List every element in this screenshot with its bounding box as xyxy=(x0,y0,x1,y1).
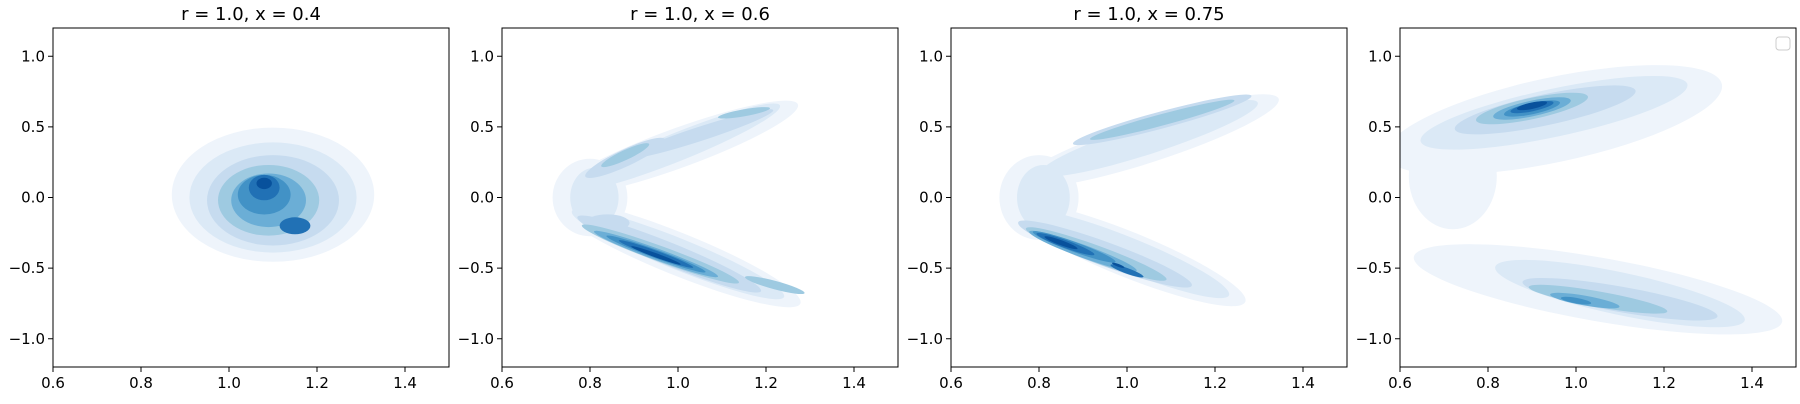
x-tick-label: 1.4 xyxy=(393,374,417,392)
x-tick-label: 1.0 xyxy=(1115,374,1139,392)
subplot-1: 0.6 0.8 1.0 1.2 1.4 −1.0 −0.5 0.0 0.5 1.0 r = 1.0,… xyxy=(9,4,450,392)
y-tick-label: −0.5 xyxy=(1356,259,1392,277)
y-tick-label: −1.0 xyxy=(907,330,943,348)
x-tick-label: 0.6 xyxy=(1388,374,1412,392)
y-tick-label: 0.0 xyxy=(1368,189,1392,207)
subplot-3: 0.6 0.8 1.0 1.2 1.4 −1.0 −0.5 0.0 0.5 1.0 r = 1.0,… xyxy=(907,4,1348,392)
subplot-title: r = 1.0, x = 0.4 xyxy=(181,4,321,25)
x-tick-label: 1.2 xyxy=(754,374,778,392)
x-tick-label: 0.8 xyxy=(1027,374,1051,392)
y-tick-label: −0.5 xyxy=(458,259,494,277)
x-tick-label: 0.8 xyxy=(578,374,602,392)
subplot-4: 0.6 0.8 1.0 1.2 1.4 −1.0 −0.5 0.0 0.5 1.0 xyxy=(1356,27,1797,392)
x-tick-label: 1.0 xyxy=(666,374,690,392)
x-tick-label: 0.6 xyxy=(490,374,514,392)
contour-level-5 xyxy=(1560,296,1592,305)
subplot-2: 0.6 0.8 1.0 1.2 1.4 −1.0 −0.5 0.0 0.5 1.0 r = 1.0,… xyxy=(458,4,899,392)
x-tick-label: 1.2 xyxy=(1652,374,1676,392)
y-tick-label: 0.5 xyxy=(21,118,45,136)
contour-level-1 xyxy=(1040,99,1258,177)
y-tick-label: 1.0 xyxy=(919,47,943,65)
x-tick-label: 1.2 xyxy=(1203,374,1227,392)
density-contours xyxy=(1400,65,1783,335)
y-tick-label: 1.0 xyxy=(470,47,494,65)
contour-level-3 xyxy=(745,276,805,295)
density-contours xyxy=(552,100,805,308)
contour-level-2 xyxy=(626,109,774,159)
y-tick-label: 0.0 xyxy=(470,189,494,207)
x-tick-label: 1.2 xyxy=(305,374,329,392)
contour-level-7 xyxy=(1111,262,1125,268)
y-tick-label: 0.0 xyxy=(919,189,943,207)
y-tick-label: 0.0 xyxy=(21,189,45,207)
contour-level-7 xyxy=(1516,101,1548,111)
contour-level-7 xyxy=(1044,236,1078,250)
x-tick-label: 1.4 xyxy=(1740,374,1764,392)
density-contours xyxy=(999,94,1279,307)
contour-level-7 xyxy=(256,177,272,190)
contour-level-6 xyxy=(1110,264,1144,278)
subplot-title: r = 1.0, x = 0.75 xyxy=(1073,4,1224,25)
contour-level-3 xyxy=(601,143,650,168)
y-tick-label: −0.5 xyxy=(9,259,45,277)
x-tick-label: 0.8 xyxy=(1476,374,1500,392)
y-tick-label: 1.0 xyxy=(1368,47,1392,65)
density-contours xyxy=(171,127,375,262)
x-tick-label: 1.4 xyxy=(1291,374,1315,392)
contour-level-7 xyxy=(631,246,681,265)
y-tick-label: 1.0 xyxy=(21,47,45,65)
contour-level-0 xyxy=(1408,123,1497,230)
y-tick-label: −0.5 xyxy=(907,259,943,277)
contour-level-3 xyxy=(1089,99,1235,140)
x-tick-label: 1.0 xyxy=(1564,374,1588,392)
contour-level-3 xyxy=(717,107,771,119)
y-tick-label: 0.5 xyxy=(1368,118,1392,136)
x-tick-label: 0.6 xyxy=(939,374,963,392)
subplot-title: r = 1.0, x = 0.6 xyxy=(630,4,770,25)
contour-level-6 xyxy=(279,217,311,235)
x-tick-label: 1.0 xyxy=(217,374,241,392)
y-tick-label: 0.5 xyxy=(919,118,943,136)
legend-box xyxy=(1775,36,1791,51)
x-tick-label: 0.6 xyxy=(41,374,65,392)
x-tick-label: 1.4 xyxy=(842,374,866,392)
y-tick-label: −1.0 xyxy=(1356,330,1392,348)
y-tick-label: 0.5 xyxy=(470,118,494,136)
x-tick-label: 0.8 xyxy=(129,374,153,392)
y-tick-label: −1.0 xyxy=(9,330,45,348)
y-tick-label: −1.0 xyxy=(458,330,494,348)
